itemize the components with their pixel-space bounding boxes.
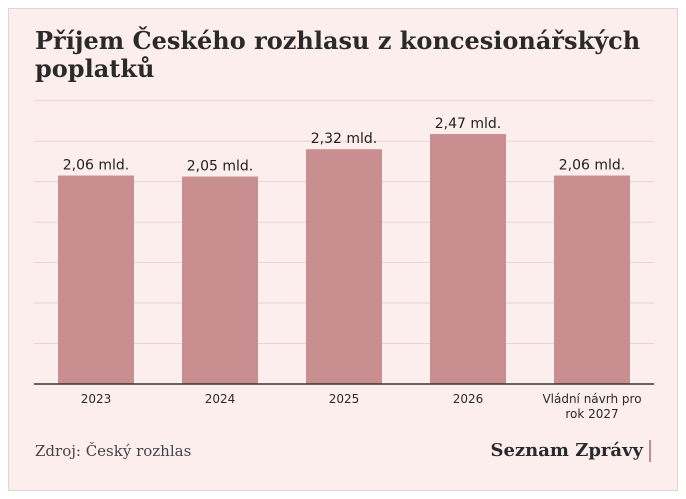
source-note: Zdroj: Český rozhlas (35, 442, 192, 460)
data-label: 2,32 mld. (311, 131, 378, 147)
data-label: 2,05 mld. (187, 159, 254, 175)
data-label: 2,06 mld. (559, 158, 626, 174)
x-tick-label: 2023 (81, 392, 112, 406)
brand-logo: Seznam Zprávy (490, 440, 651, 462)
x-tick-label: 2026 (453, 392, 484, 406)
data-label: 2,06 mld. (63, 158, 130, 174)
bar (554, 175, 630, 384)
chart-card: Příjem Českého rozhlasu z koncesionářský… (8, 8, 678, 491)
bar (58, 175, 134, 384)
x-tick-label: Vládní návrh pro rok 2027 (542, 392, 641, 421)
bar-chart: 2,06 mld. 2023 2,05 mld. 2024 2,32 mld. 2025 2… (34, 100, 654, 421)
bar (182, 176, 258, 384)
x-tick-label: 2024 (205, 392, 236, 406)
bar (306, 149, 382, 384)
data-label: 2,47 mld. (435, 116, 502, 132)
bar (430, 134, 506, 384)
x-tick-label: 2025 (329, 392, 360, 406)
chart-title: Příjem Českého rozhlasu z koncesionářský… (35, 26, 641, 83)
